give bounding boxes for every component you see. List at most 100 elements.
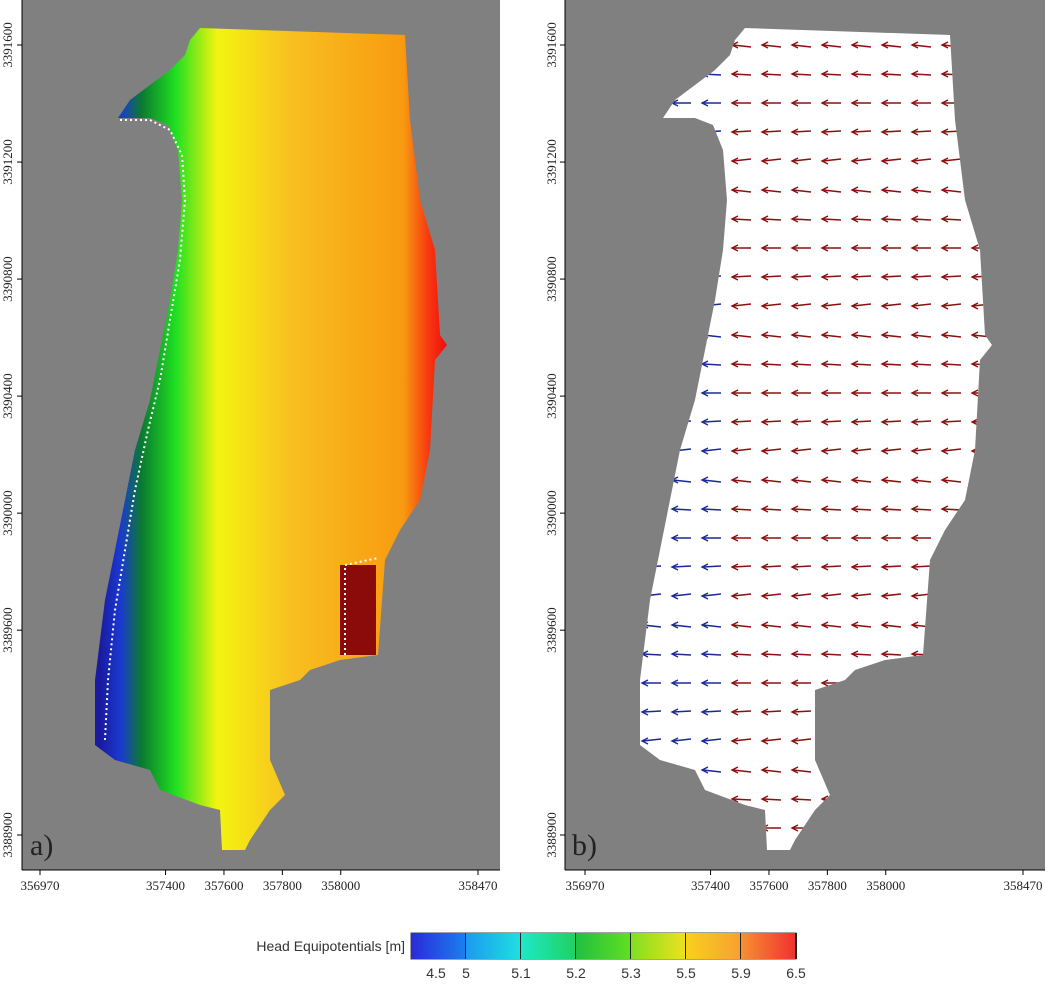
arrow-shaft	[732, 624, 752, 628]
arrow-shaft	[852, 624, 872, 628]
velocity-arrow	[730, 766, 752, 774]
arrow-head	[820, 447, 829, 455]
arrow-shaft	[792, 448, 812, 452]
arrow-head	[970, 389, 979, 397]
velocity-arrow	[670, 708, 692, 716]
velocity-arrow	[940, 331, 962, 339]
velocity-arrow	[880, 157, 902, 165]
velocity-arrow	[850, 273, 872, 281]
arrow-shaft	[882, 275, 902, 278]
arrow-head	[940, 331, 949, 339]
colorbar-segment	[631, 933, 686, 959]
arrow-shaft	[882, 158, 902, 162]
velocity-arrow	[730, 418, 752, 426]
velocity-arrow	[640, 708, 662, 716]
arrow-shaft	[942, 303, 962, 307]
arrow-head	[730, 244, 739, 252]
velocity-arrow	[760, 360, 782, 368]
arrow-shaft	[732, 565, 752, 568]
arrow-head	[640, 708, 649, 716]
arrow-shaft	[822, 303, 842, 307]
arrow-shaft	[732, 769, 752, 773]
colorbar-label: 5.1	[511, 965, 531, 981]
arrow-shaft	[912, 275, 932, 278]
velocity-arrow	[790, 708, 812, 716]
arrow-shaft	[792, 593, 812, 597]
arrow-shaft	[882, 218, 902, 221]
velocity-arrow	[880, 331, 902, 339]
arrow-shaft	[852, 508, 872, 511]
arrow-head	[760, 244, 769, 252]
panel-label: b)	[572, 829, 597, 862]
velocity-arrow	[820, 447, 842, 455]
arrow-head	[760, 41, 769, 49]
colorbar-segment	[686, 933, 741, 959]
velocity-arrow	[910, 302, 932, 310]
arrow-head	[880, 563, 889, 571]
arrow-head	[670, 563, 679, 571]
velocity-arrow	[730, 360, 752, 368]
colorbar-segment	[521, 933, 576, 959]
arrow-head	[940, 447, 949, 455]
velocity-arrow	[910, 157, 932, 165]
arrow-shaft	[762, 798, 782, 801]
arrow-shaft	[912, 218, 932, 221]
velocity-arrow	[850, 476, 872, 484]
velocity-arrow	[880, 650, 902, 658]
arrow-head	[820, 534, 829, 542]
velocity-arrow	[790, 795, 812, 803]
arrow-head	[940, 505, 949, 513]
arrow-head	[880, 70, 889, 78]
velocity-arrow	[730, 157, 752, 165]
arrow-head	[790, 621, 799, 629]
arrow-shaft	[732, 363, 752, 366]
arrow-head	[730, 708, 739, 716]
velocity-arrow	[760, 302, 782, 310]
arrow-head	[790, 592, 799, 600]
velocity-arrow	[820, 389, 841, 397]
arrow-shaft	[822, 593, 842, 597]
velocity-arrow	[790, 215, 812, 223]
arrow-head	[910, 476, 919, 484]
velocity-arrow	[940, 186, 962, 194]
arrow-shaft	[792, 303, 812, 307]
y-tick-label: 3390000	[544, 490, 559, 536]
arrow-shaft	[702, 508, 722, 511]
arrow-head	[760, 534, 769, 542]
arrow-head	[760, 157, 769, 165]
arrow-shaft	[942, 158, 962, 162]
arrow-shaft	[912, 303, 932, 307]
arrow-shaft	[762, 218, 782, 221]
velocity-arrow	[790, 128, 812, 136]
velocity-arrow	[880, 592, 902, 600]
velocity-arrow	[880, 505, 902, 513]
arrow-head	[940, 157, 949, 165]
velocity-arrow	[790, 273, 812, 281]
velocity-arrow	[880, 418, 902, 426]
arrow-shaft	[912, 189, 932, 193]
velocity-arrow	[820, 302, 842, 310]
velocity-arrow	[670, 650, 692, 658]
arrow-head	[910, 273, 919, 281]
arrow-shaft	[642, 710, 662, 713]
arrow-head	[790, 534, 799, 542]
velocity-arrow	[910, 476, 932, 484]
velocity-arrow	[790, 70, 812, 78]
arrow-head	[700, 476, 709, 484]
arrow-head	[700, 650, 709, 658]
arrow-head	[850, 128, 859, 136]
arrow-head	[850, 360, 859, 368]
arrow-head	[700, 621, 709, 629]
arrow-shaft	[672, 565, 692, 568]
arrow-head	[880, 186, 889, 194]
velocity-arrow	[850, 157, 872, 165]
velocity-arrow	[850, 389, 871, 397]
arrow-head	[790, 476, 799, 484]
x-tick-label: 357600	[749, 878, 788, 893]
arrow-head	[700, 737, 709, 745]
velocity-arrow	[790, 99, 811, 107]
arrow-shaft	[912, 334, 932, 338]
arrow-head	[850, 650, 859, 658]
velocity-arrow	[850, 592, 872, 600]
velocity-arrow	[880, 41, 902, 49]
